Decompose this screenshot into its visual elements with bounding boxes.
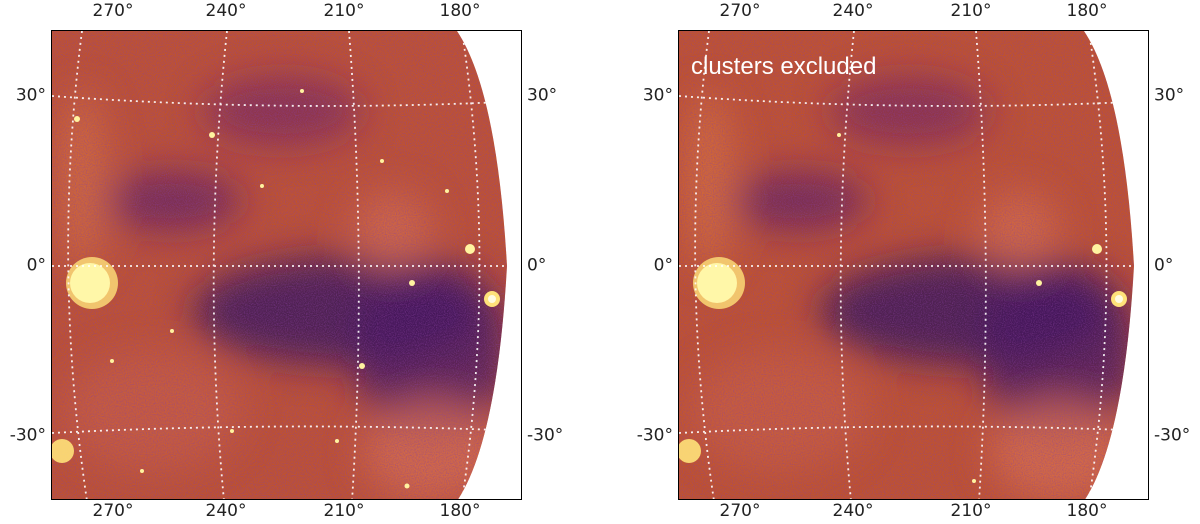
right-tick-label: 0°: [527, 255, 547, 276]
bottom-tick-label: 240°: [832, 501, 874, 521]
right-tick-label: 30°: [527, 85, 558, 106]
top-tick-label: 240°: [205, 1, 247, 21]
top-tick-label: 180°: [1066, 1, 1108, 21]
left-tick-label: 30°: [15, 85, 46, 106]
right-tick-label: 30°: [1154, 85, 1185, 106]
right-tick-label: -30°: [527, 425, 564, 446]
bottom-tick-label: 270°: [92, 501, 134, 521]
top-tick-label: 240°: [832, 1, 874, 21]
sky-map-image: [679, 31, 1134, 499]
sky-map-panel-left: [51, 30, 522, 500]
right-tick-label: -30°: [1154, 425, 1191, 446]
bottom-tick-label: 240°: [205, 501, 247, 521]
bottom-tick-label: 270°: [719, 501, 761, 521]
top-tick-label: 270°: [92, 1, 134, 21]
left-tick-label: -30°: [9, 425, 46, 446]
top-tick-label: 270°: [719, 1, 761, 21]
top-tick-label: 180°: [439, 1, 481, 21]
panel-annotation: clusters excluded: [691, 53, 877, 80]
sky-map-panel-right: clusters excluded: [678, 30, 1149, 500]
bottom-tick-label: 180°: [439, 501, 481, 521]
left-tick-label: 30°: [642, 85, 673, 106]
bottom-tick-label: 180°: [1066, 501, 1108, 521]
left-tick-label: -30°: [636, 425, 673, 446]
top-tick-label: 210°: [950, 1, 992, 21]
top-tick-label: 210°: [323, 1, 365, 21]
left-tick-label: 0°: [653, 255, 673, 276]
bottom-tick-label: 210°: [950, 501, 992, 521]
sky-map-image: [52, 31, 507, 499]
left-tick-label: 0°: [26, 255, 46, 276]
bottom-tick-label: 210°: [323, 501, 365, 521]
right-tick-label: 0°: [1154, 255, 1174, 276]
